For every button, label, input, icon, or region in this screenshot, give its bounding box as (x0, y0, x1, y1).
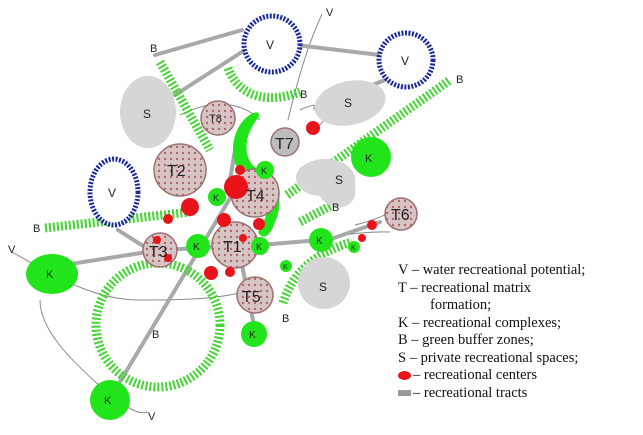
label-t1: T1 (223, 239, 242, 256)
label-v: V (148, 411, 156, 423)
label-t2: T2 (167, 163, 186, 180)
buffer-top-arc (223, 66, 302, 103)
legend-water: V – water recreational potential; (398, 262, 586, 278)
label-b: B (33, 223, 40, 235)
legend-buffer: B – green buffer zones; (398, 332, 534, 348)
legend-matrix: T – recreational matrix (398, 279, 531, 296)
label-b: B (456, 74, 463, 86)
label-t3: T3 (149, 244, 168, 261)
label-k: K (193, 242, 200, 253)
water-v1 (241, 13, 303, 75)
label-v: V (326, 7, 334, 19)
label-k: K (365, 153, 373, 165)
complex-k-left (26, 254, 78, 294)
label-b: B (150, 43, 157, 55)
label-s: S (319, 280, 327, 294)
complex-k-s (256, 161, 274, 179)
private-space-s4 (298, 257, 350, 309)
label-t6: T6 (391, 207, 410, 224)
label-t4: T4 (246, 188, 265, 205)
matrix-t2 (153, 143, 207, 197)
water-v3 (87, 156, 141, 228)
diagram-labels: V V V V V V B B B B B B B S S S S T8 T2 … (8, 7, 463, 423)
label-k: K (46, 269, 54, 281)
label-k: K (256, 242, 262, 252)
label-b: B (152, 329, 159, 341)
legend-centers-label: – recreational centers (413, 367, 537, 383)
label-t5: T5 (242, 289, 261, 306)
legend-tracts: – recreational tracts (398, 385, 638, 403)
buffer-arc-right (278, 237, 354, 305)
legend-tracts-label: – recreational tracts (413, 384, 528, 401)
matrix-t8 (200, 100, 236, 136)
private-space-s2 (314, 80, 386, 126)
label-k: K (213, 193, 219, 203)
water-v2 (376, 30, 436, 90)
complex-k-upper-right (351, 137, 391, 177)
complex-k-bottom (90, 380, 130, 420)
tract-swatch-icon (398, 390, 411, 397)
recreational-complexes (26, 137, 391, 420)
recreational-centers (153, 121, 377, 280)
buffer-mid-right (297, 201, 335, 226)
label-v: V (266, 38, 274, 52)
label-s: S (344, 96, 352, 110)
label-k: K (283, 264, 288, 271)
legend-private: S – private recreational spaces; (398, 349, 579, 366)
center-swatch-icon (398, 371, 411, 381)
label-t7: T7 (275, 136, 294, 153)
label-s: S (335, 173, 343, 187)
complex-k-t4-left (208, 188, 226, 206)
label-k: K (316, 236, 323, 247)
label-v: V (8, 244, 16, 256)
label-s: S (143, 107, 151, 121)
water-potential (87, 13, 436, 228)
complex-k-t5 (241, 321, 267, 347)
label-b: B (282, 313, 289, 325)
complex-k-right (309, 228, 333, 252)
label-b: B (332, 202, 339, 214)
label-t8: T8 (209, 113, 222, 125)
label-v: V (108, 186, 116, 200)
matrix-t5 (236, 276, 274, 314)
complex-k-t1-right (251, 237, 269, 255)
matrix-t7 (270, 127, 300, 157)
label-k: K (249, 330, 256, 341)
legend: V – water recreational potential; T – re… (398, 262, 638, 402)
label-k: K (351, 245, 356, 252)
label-k: K (104, 395, 112, 407)
label-k: K (261, 166, 267, 176)
complex-k-mid (280, 260, 292, 272)
private-space-s3 (296, 158, 356, 208)
buffer-top-left (156, 59, 214, 153)
private-spaces (120, 76, 386, 309)
label-v: V (401, 54, 409, 68)
legend-complexes: K – recreational complexes; (398, 314, 562, 331)
legend-matrix-cont: formation; (430, 297, 492, 313)
label-b: B (300, 89, 307, 101)
buffer-ring-large (91, 258, 225, 392)
complex-k-right-small (348, 241, 360, 253)
legend-centers: – recreational centers (398, 367, 638, 385)
private-space-s1 (120, 76, 176, 148)
complex-k-t1-left (186, 234, 210, 258)
matrix-t6 (384, 197, 418, 231)
